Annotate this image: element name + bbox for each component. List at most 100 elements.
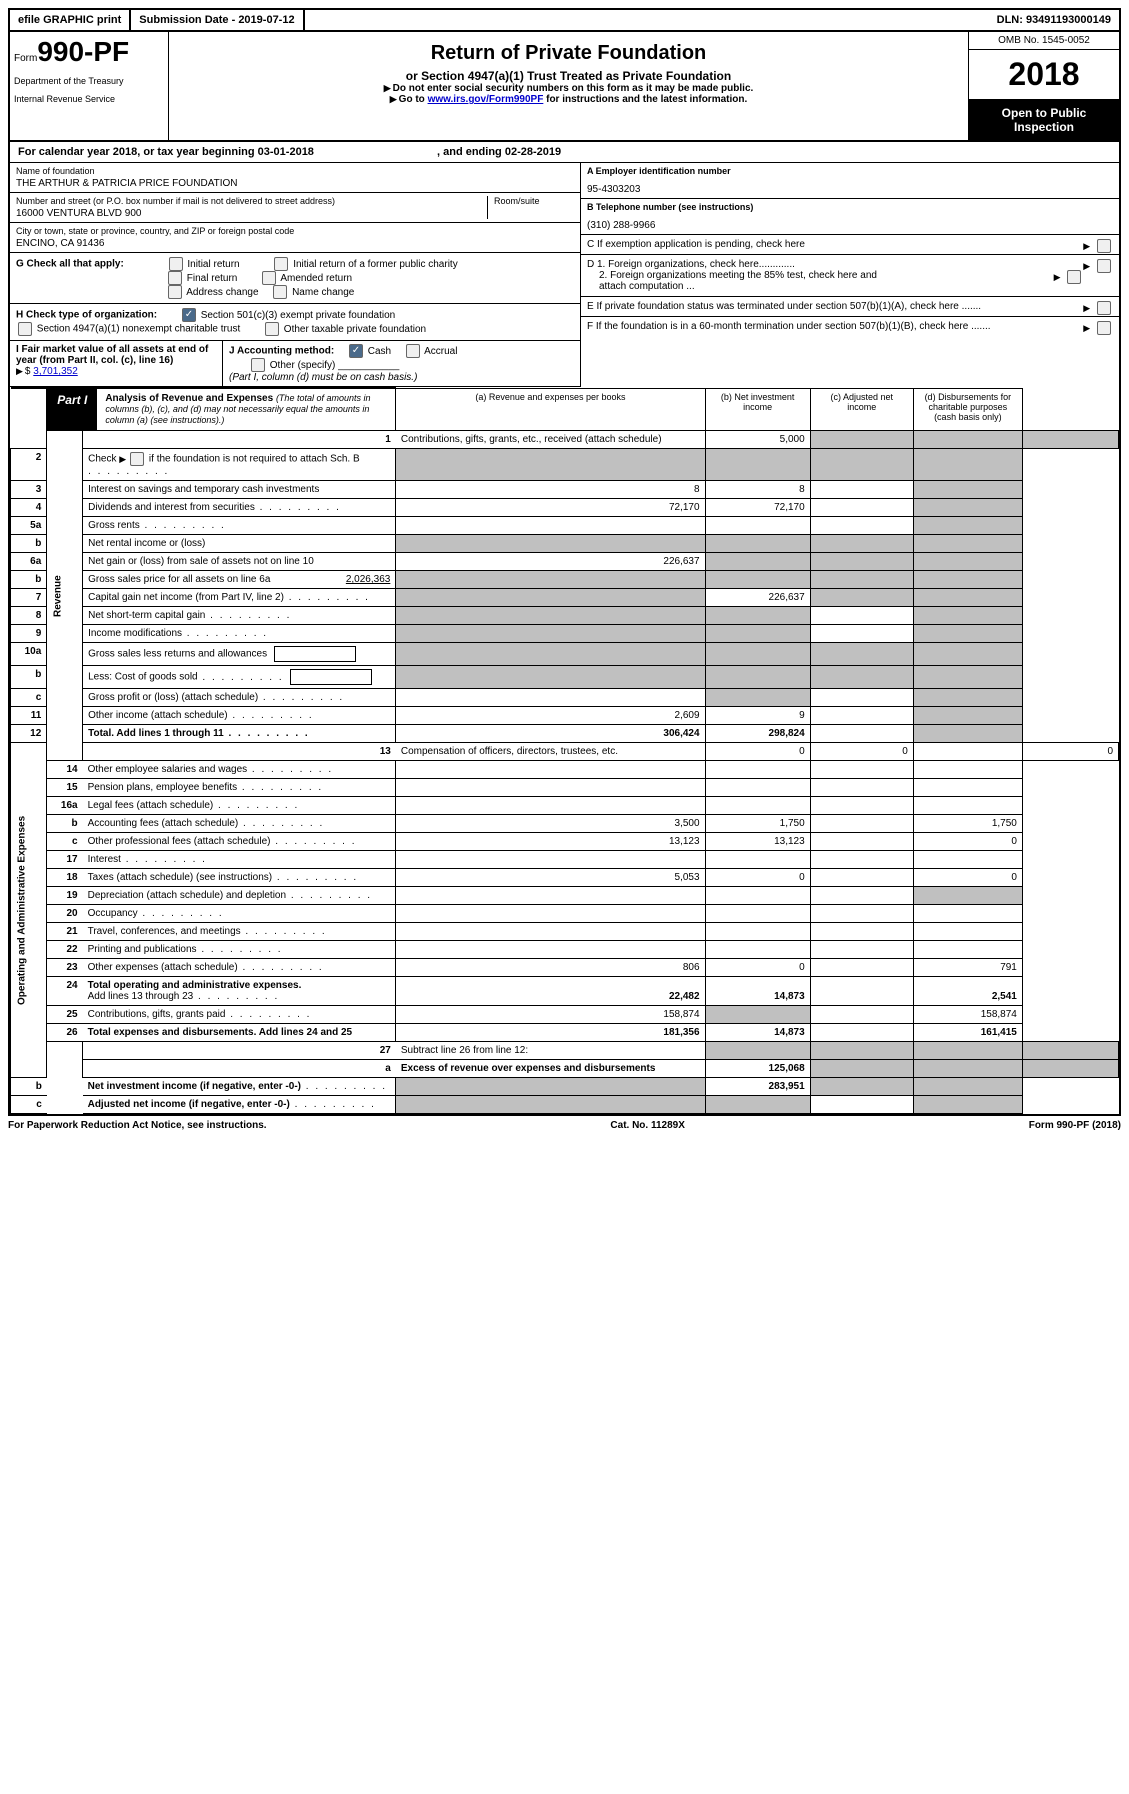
cell-b: 72,170 [705,499,810,517]
row-desc: Adjusted net income (if negative, enter … [88,1099,290,1110]
row-desc: Other income (attach schedule) [88,710,228,721]
dots [284,592,370,603]
row-num: 9 [11,625,47,643]
cash-checkbox[interactable] [349,344,363,358]
cell-a: 181,356 [396,1024,705,1042]
row-desc: Net short-term capital gain [88,610,205,621]
j-note: (Part I, column (d) must be on cash basi… [229,372,417,383]
cell-a: 5,053 [396,869,705,887]
dots [198,672,284,683]
cell-b: 14,873 [705,1024,810,1042]
address-label: Number and street (or P.O. box number if… [16,196,487,206]
instructions-link[interactable]: www.irs.gov/Form990PF [428,94,544,105]
shaded-cell [913,553,1022,571]
cell-a: 13,123 [396,833,705,851]
row-num: a [83,1060,396,1078]
other-taxable-checkbox[interactable] [265,322,279,336]
dots [228,710,314,721]
address-change-checkbox[interactable] [168,285,182,299]
initial-return-checkbox[interactable] [169,257,183,271]
row-num: 3 [11,481,47,499]
row-desc: Contributions, gifts, grants paid [88,1009,226,1020]
dots [88,466,169,477]
d1-checkbox[interactable] [1097,259,1111,273]
shaded-cell [913,625,1022,643]
dots [213,800,299,811]
row-num: b [47,815,83,833]
initial-return-charity-checkbox[interactable] [274,257,288,271]
j-other: Other (specify) [270,360,336,371]
shaded-cell [913,589,1022,607]
row-desc: Other employee salaries and wages [88,764,248,775]
shaded-cell [913,607,1022,625]
d2-checkbox[interactable] [1067,270,1081,284]
inline-box [274,646,356,662]
cell-b: 8 [705,481,810,499]
row-num: b [11,571,47,589]
cal-year-pre: For calendar year 2018, or tax year begi… [18,146,258,158]
shaded-cell [913,517,1022,535]
final-return-checkbox[interactable] [168,271,182,285]
f-checkbox[interactable] [1097,321,1111,335]
row-desc2: Add lines 13 through 23 [88,991,194,1002]
row-desc: Net rental income or (loss) [83,535,396,553]
form-number: 990-PF [37,36,129,67]
row-num: 23 [47,959,83,977]
cell-d: 158,874 [913,1006,1022,1024]
cell-b: 0 [810,743,913,761]
r2-pre: Check [88,454,119,465]
row-desc: Gross profit or (loss) (attach schedule) [88,692,258,703]
shaded-cell [913,666,1022,689]
accrual-checkbox[interactable] [406,344,420,358]
row-num: 24 [47,977,83,1006]
4947-checkbox[interactable] [18,322,32,336]
501c3-checkbox[interactable] [182,308,196,322]
shaded-cell [705,666,810,689]
cell-a: 22,482 [396,977,705,1006]
cell-d: 0 [913,833,1022,851]
dots [255,502,341,513]
amended-return-checkbox[interactable] [262,271,276,285]
i-value[interactable]: 3,701,352 [33,366,78,377]
cell-a: 8 [396,481,705,499]
cal-end: 02-28-2019 [505,146,561,158]
shaded-cell [705,553,810,571]
e-checkbox[interactable] [1097,301,1111,315]
shaded-cell [396,1078,705,1096]
row-num: 10a [11,643,47,666]
dots [290,1099,376,1110]
shaded-cell [810,1042,913,1060]
cal-mid: , and ending [434,146,505,158]
row-num: 25 [47,1006,83,1024]
dots [238,962,324,973]
row-desc: Pension plans, employee benefits [88,782,238,793]
j-label: J Accounting method: [229,346,334,357]
row-num: 18 [47,869,83,887]
row-num: 22 [47,941,83,959]
name-change-checkbox[interactable] [273,285,287,299]
row-num: 19 [47,887,83,905]
row-desc: Other professional fees (attach schedule… [88,836,271,847]
g-o3: Final return [187,273,238,284]
shaded-cell [705,1042,810,1060]
dots [237,782,323,793]
d1-line: D 1. Foreign organizations, check here..… [587,259,795,270]
dots [238,818,324,829]
row-desc: Excess of revenue over expenses and disb… [396,1060,705,1078]
shaded-cell [1022,1060,1118,1078]
arrow-icon [1083,303,1092,314]
row-num: 7 [11,589,47,607]
shaded-cell [396,1096,705,1114]
row-num: 20 [47,905,83,923]
shaded-cell [913,1060,1022,1078]
schb-checkbox[interactable] [130,452,144,466]
dots [225,1009,311,1020]
shaded-cell [705,571,810,589]
cell-b: 13,123 [705,833,810,851]
row-num: 17 [47,851,83,869]
cell-d: 0 [913,869,1022,887]
row-num: c [11,689,47,707]
c-checkbox[interactable] [1097,239,1111,253]
cell-d: 2,541 [913,977,1022,1006]
other-method-checkbox[interactable] [251,358,265,372]
